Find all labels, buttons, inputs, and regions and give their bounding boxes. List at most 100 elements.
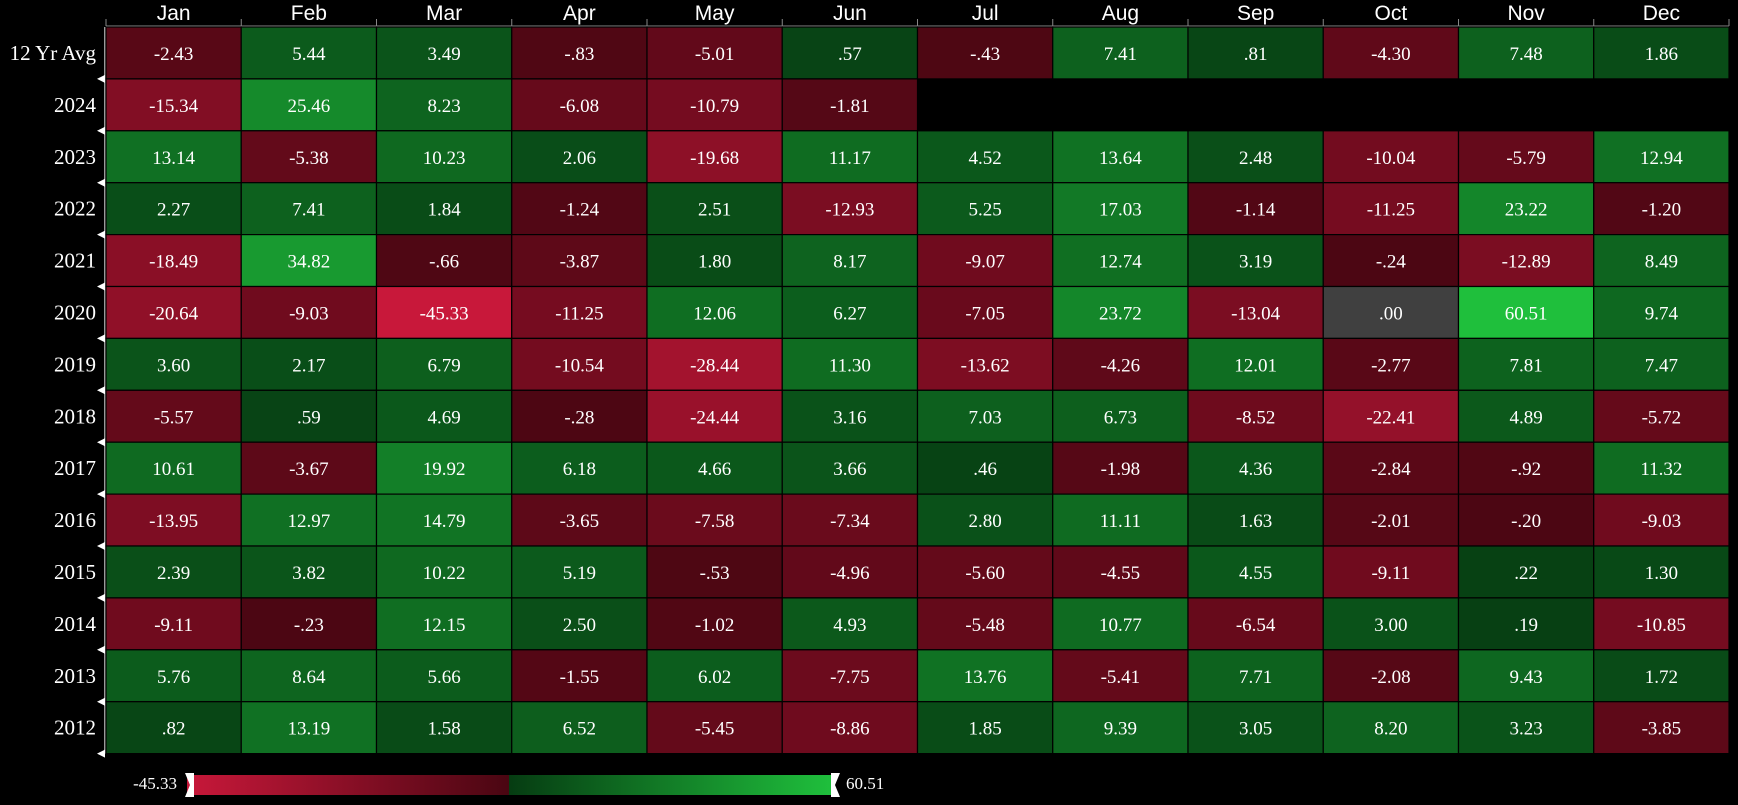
heatmap-cell <box>1322 285 1460 340</box>
cell-value-label: 10.61 <box>152 459 195 480</box>
cell-value-label: 3.16 <box>833 407 866 428</box>
cell-value-label: 12.01 <box>1234 355 1277 376</box>
cell-value-label: -2.08 <box>1371 667 1411 688</box>
heatmap-cell <box>105 234 242 288</box>
cell-value-label: .82 <box>162 719 186 740</box>
cell-value-label: 5.44 <box>292 44 326 65</box>
month-header-mar: Mar <box>426 2 462 25</box>
cell-value-label: -5.72 <box>1642 407 1682 428</box>
month-header-oct: Oct <box>1375 2 1408 25</box>
heatmap-cell <box>781 389 919 443</box>
cell-value-label: 2.48 <box>1239 148 1272 169</box>
cell-value-label: -13.04 <box>1231 303 1281 324</box>
cell-value-label: -.43 <box>970 44 1000 65</box>
cell-value-label: -1.81 <box>830 96 870 117</box>
cell-value-label: 23.22 <box>1505 200 1548 221</box>
row-label: 2013 <box>54 664 96 688</box>
row-label: 2023 <box>54 145 96 169</box>
cell-value-label: 4.36 <box>1239 459 1272 480</box>
cell-value-label: 5.25 <box>969 200 1002 221</box>
heatmap-cell <box>375 26 513 80</box>
row-label: 2012 <box>54 716 96 740</box>
row-tick <box>97 749 105 758</box>
heatmap-cell <box>511 441 648 495</box>
heatmap-cell <box>1322 26 1460 80</box>
heatmap-cell <box>916 285 1054 340</box>
row-label: 2022 <box>54 197 96 221</box>
heatmap-cell <box>1052 701 1189 755</box>
cell-value-label: -2.77 <box>1371 355 1411 376</box>
heatmap-cell <box>646 389 783 443</box>
heatmap-cell <box>1457 493 1595 547</box>
cell-value-label: 2.50 <box>563 615 596 636</box>
heatmap-cell <box>1593 26 1730 80</box>
cell-value-label: -5.38 <box>289 148 329 169</box>
month-headers: Jan Feb Mar Apr May Jun Jul Aug Sep Oct Nov Dec <box>157 2 1680 25</box>
scale-max-handle[interactable] <box>831 773 840 797</box>
row-label: 2024 <box>54 93 97 117</box>
cell-value-label: -.28 <box>564 407 594 428</box>
heatmap-cell <box>916 597 1054 651</box>
heatmap-cell <box>240 285 378 340</box>
heatmap-cell <box>646 234 783 288</box>
cell-value-label: 13.64 <box>1099 148 1142 169</box>
row-label: 2018 <box>54 404 96 428</box>
heatmap-cell <box>105 389 242 443</box>
cell-value-label: 1.63 <box>1239 511 1272 532</box>
heatmap-cell <box>781 285 919 340</box>
cell-value-label: -4.26 <box>1101 355 1141 376</box>
scale-bar <box>187 775 831 795</box>
cell-value-label: -8.86 <box>830 719 870 740</box>
heatmap-cell <box>511 649 648 703</box>
heatmap-cell <box>646 597 783 651</box>
cell-value-label: 1.80 <box>698 252 731 273</box>
cell-value-label: -5.01 <box>695 44 735 65</box>
cell-value-label: -5.48 <box>965 615 1005 636</box>
heatmap-cell <box>1593 234 1730 288</box>
cell-value-label: 3.66 <box>833 459 866 480</box>
heatmap-cell <box>1322 545 1460 599</box>
cell-value-label: -9.03 <box>289 303 329 324</box>
cell-value-label: -.24 <box>1376 252 1407 273</box>
cell-value-label: -2.84 <box>1371 459 1411 480</box>
cell-value-label: 34.82 <box>288 252 331 273</box>
cell-value-label: -6.54 <box>1236 615 1276 636</box>
cell-value-label: -5.57 <box>154 407 194 428</box>
heatmap-cell <box>105 701 242 755</box>
cell-value-label: 17.03 <box>1099 200 1142 221</box>
cell-value-label: 8.49 <box>1645 252 1678 273</box>
cell-value-label: 8.17 <box>833 252 866 273</box>
heatmap-cell <box>1457 337 1595 391</box>
heatmap-cell <box>240 78 378 132</box>
row-tick <box>97 542 105 550</box>
scale-min-handle[interactable] <box>185 773 194 797</box>
heatmap-cell <box>1187 234 1324 288</box>
heatmap-cell <box>105 26 242 80</box>
month-header-nov: Nov <box>1507 2 1545 25</box>
heatmap-cell <box>105 441 242 495</box>
heatmap-cell <box>1593 545 1730 599</box>
cell-value-label: -5.79 <box>1506 148 1546 169</box>
scale-max-label: 60.51 <box>846 774 884 793</box>
row-tick <box>97 282 105 291</box>
cell-value-label: 12.97 <box>288 511 331 532</box>
heatmap-cell <box>1187 597 1324 651</box>
row-tick <box>97 645 105 654</box>
row-tick <box>97 490 105 499</box>
heatmap-cell <box>1187 130 1324 184</box>
cell-value-label: -1.02 <box>695 615 735 636</box>
heatmap-cell <box>105 649 242 703</box>
year-labels: 12 Yr Avg 2024 2023 2022 2021 2020 2019 2018 201… <box>10 41 105 758</box>
row-label: 2019 <box>54 352 96 376</box>
row-tick <box>97 74 105 83</box>
heatmap-cell <box>646 130 783 184</box>
heatmap-cell <box>375 649 513 703</box>
cell-value-label: 7.41 <box>292 200 325 221</box>
cell-value-label: 4.89 <box>1510 407 1543 428</box>
heatmap-cell <box>105 130 242 184</box>
heatmap-cell <box>1052 545 1189 599</box>
cell-value-label: 60.51 <box>1505 303 1548 324</box>
cell-value-label: -.92 <box>1511 459 1541 480</box>
heatmap-cell <box>646 78 783 132</box>
